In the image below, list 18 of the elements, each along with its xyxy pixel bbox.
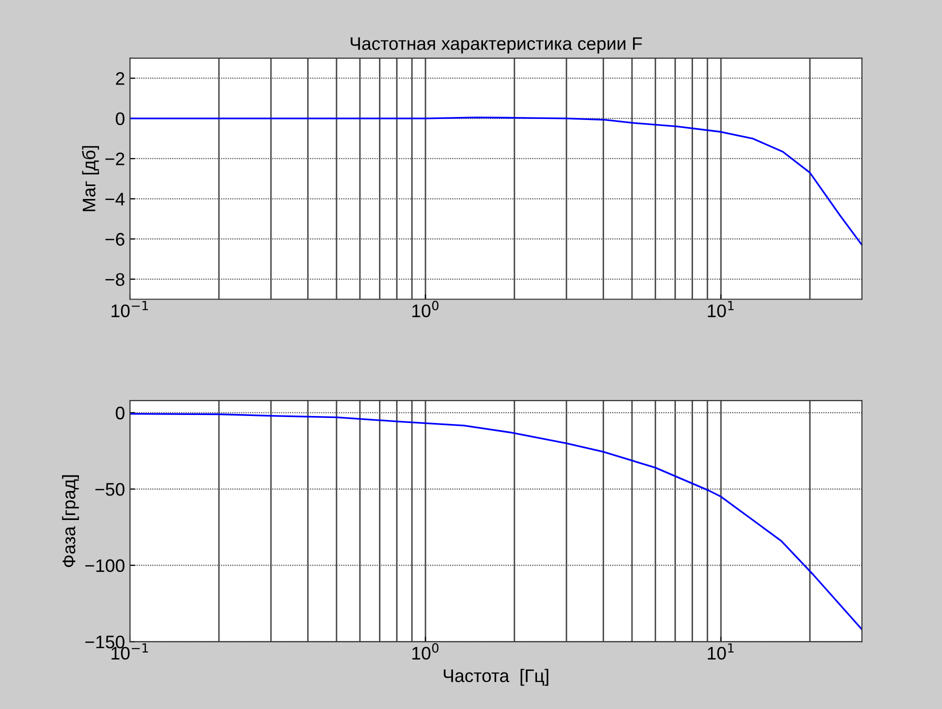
- y-axis-title: Маг [дб]: [82, 146, 99, 212]
- x-tick-label: 10$^{0}$: [412, 643, 438, 660]
- x-tick-label: 10$^{−1}$: [112, 300, 148, 318]
- y-tick-label: −100: [85, 559, 124, 572]
- y-tick-label: −4: [105, 192, 125, 206]
- y-tick-label: −8: [105, 273, 124, 286]
- chart-title: Частотная характеристика серии F: [350, 37, 642, 54]
- y-tick-label: 0: [116, 112, 124, 126]
- y-tick-label: −50: [95, 482, 124, 496]
- x-axis-title: Частота [Гц]: [444, 668, 548, 686]
- y-tick-label: 0: [116, 406, 124, 420]
- y-axis-title: Фаза [град]: [62, 475, 79, 568]
- y-tick-label: −6: [105, 232, 124, 246]
- y-tick-label: −2: [105, 152, 124, 166]
- x-tick-label: 10$^{1}$: [708, 643, 734, 660]
- x-tick-label: 10$^{0}$: [412, 300, 438, 318]
- x-tick-label: 10$^{1}$: [708, 300, 734, 318]
- y-tick-label: 2: [116, 72, 124, 85]
